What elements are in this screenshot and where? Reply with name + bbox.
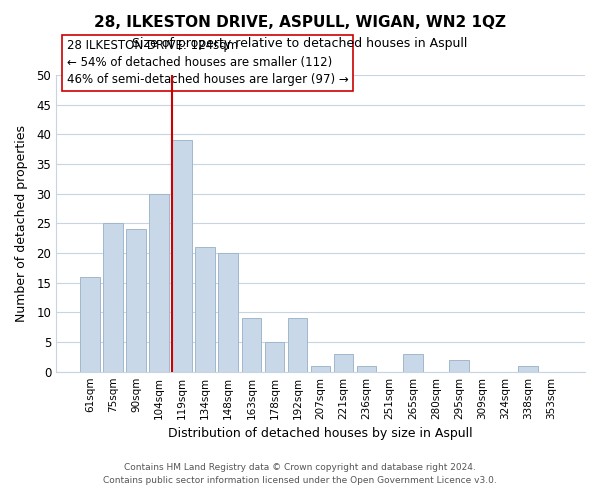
Bar (449, 360, 469, 372)
Bar (265, 342, 284, 372)
Text: Contains HM Land Registry data © Crown copyright and database right 2024.
Contai: Contains HM Land Registry data © Crown c… (103, 464, 497, 485)
Bar (334, 354, 353, 372)
Bar (218, 253, 238, 372)
Text: Size of property relative to detached houses in Aspull: Size of property relative to detached ho… (133, 38, 467, 51)
X-axis label: Distribution of detached houses by size in Aspull: Distribution of detached houses by size … (168, 427, 473, 440)
Bar (242, 318, 261, 372)
Bar (80, 276, 100, 372)
Bar (287, 318, 307, 372)
Bar (403, 354, 422, 372)
Bar (518, 366, 538, 372)
Bar (357, 366, 376, 372)
Y-axis label: Number of detached properties: Number of detached properties (15, 125, 28, 322)
Text: 28 ILKESTON DRIVE: 124sqm
← 54% of detached houses are smaller (112)
46% of semi: 28 ILKESTON DRIVE: 124sqm ← 54% of detac… (67, 40, 349, 86)
Bar (311, 366, 331, 372)
Bar (126, 230, 146, 372)
Text: 28, ILKESTON DRIVE, ASPULL, WIGAN, WN2 1QZ: 28, ILKESTON DRIVE, ASPULL, WIGAN, WN2 1… (94, 15, 506, 30)
Bar (103, 224, 123, 372)
Bar (149, 194, 169, 372)
Bar (172, 140, 192, 372)
Bar (196, 247, 215, 372)
